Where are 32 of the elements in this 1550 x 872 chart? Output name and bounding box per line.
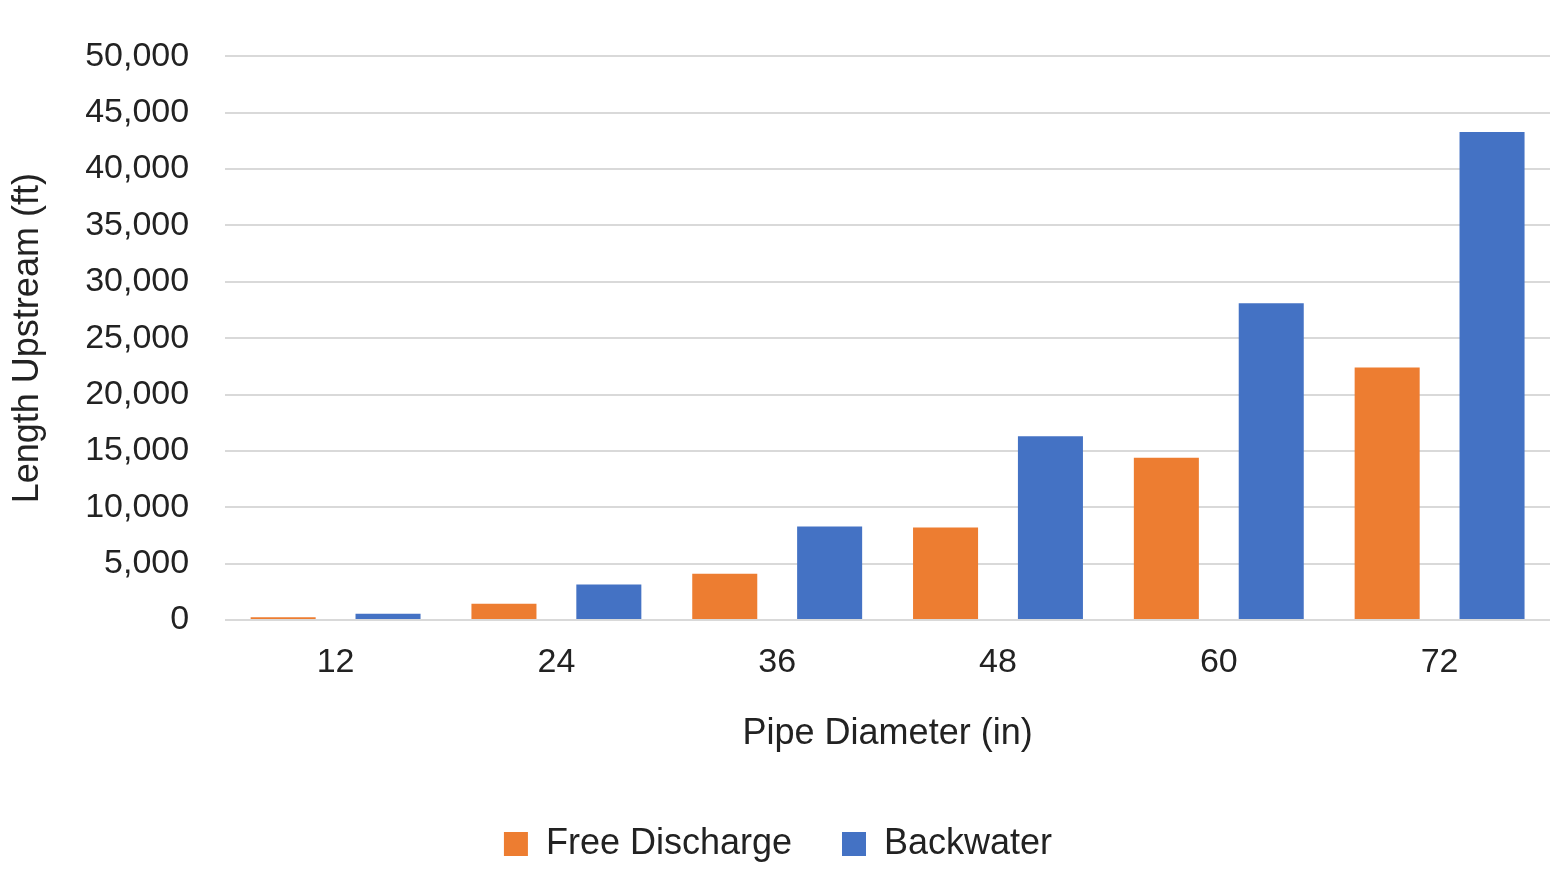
legend-label: Free Discharge	[545, 820, 793, 862]
y-axis-title: Length Upstream (ft)	[4, 173, 46, 504]
bar	[355, 613, 421, 619]
x-tick-label: 48	[979, 640, 1017, 679]
bar	[1459, 131, 1525, 619]
bar	[1017, 436, 1083, 619]
bar	[913, 527, 979, 619]
x-tick-label: 24	[537, 640, 576, 679]
y-tick-label: 45,000	[85, 91, 190, 130]
y-tick-label: 15,000	[85, 429, 190, 468]
x-axis-title: Pipe Diameter (in)	[742, 711, 1033, 753]
y-tick-label: 0	[170, 598, 190, 637]
x-tick-label: 60	[1199, 640, 1238, 679]
y-tick-label: 25,000	[85, 316, 190, 355]
legend-label: Backwater	[884, 820, 1053, 862]
y-tick-label: 5,000	[104, 542, 190, 581]
bar	[471, 603, 537, 619]
x-tick-label: 72	[1420, 640, 1459, 679]
bar	[692, 573, 758, 619]
y-tick-label: 35,000	[85, 203, 190, 242]
bar	[576, 584, 642, 619]
bar	[1354, 367, 1420, 619]
bar	[1133, 457, 1199, 619]
y-tick-label: 50,000	[85, 34, 190, 73]
x-tick-label: 12	[316, 640, 355, 679]
x-tick-label: 36	[758, 640, 797, 679]
y-tick-label: 40,000	[85, 147, 190, 186]
y-tick-label: 10,000	[85, 485, 190, 524]
bar	[797, 526, 863, 619]
y-tick-label: 30,000	[85, 260, 190, 299]
y-tick-label: 20,000	[85, 372, 190, 411]
bar	[1238, 303, 1304, 619]
